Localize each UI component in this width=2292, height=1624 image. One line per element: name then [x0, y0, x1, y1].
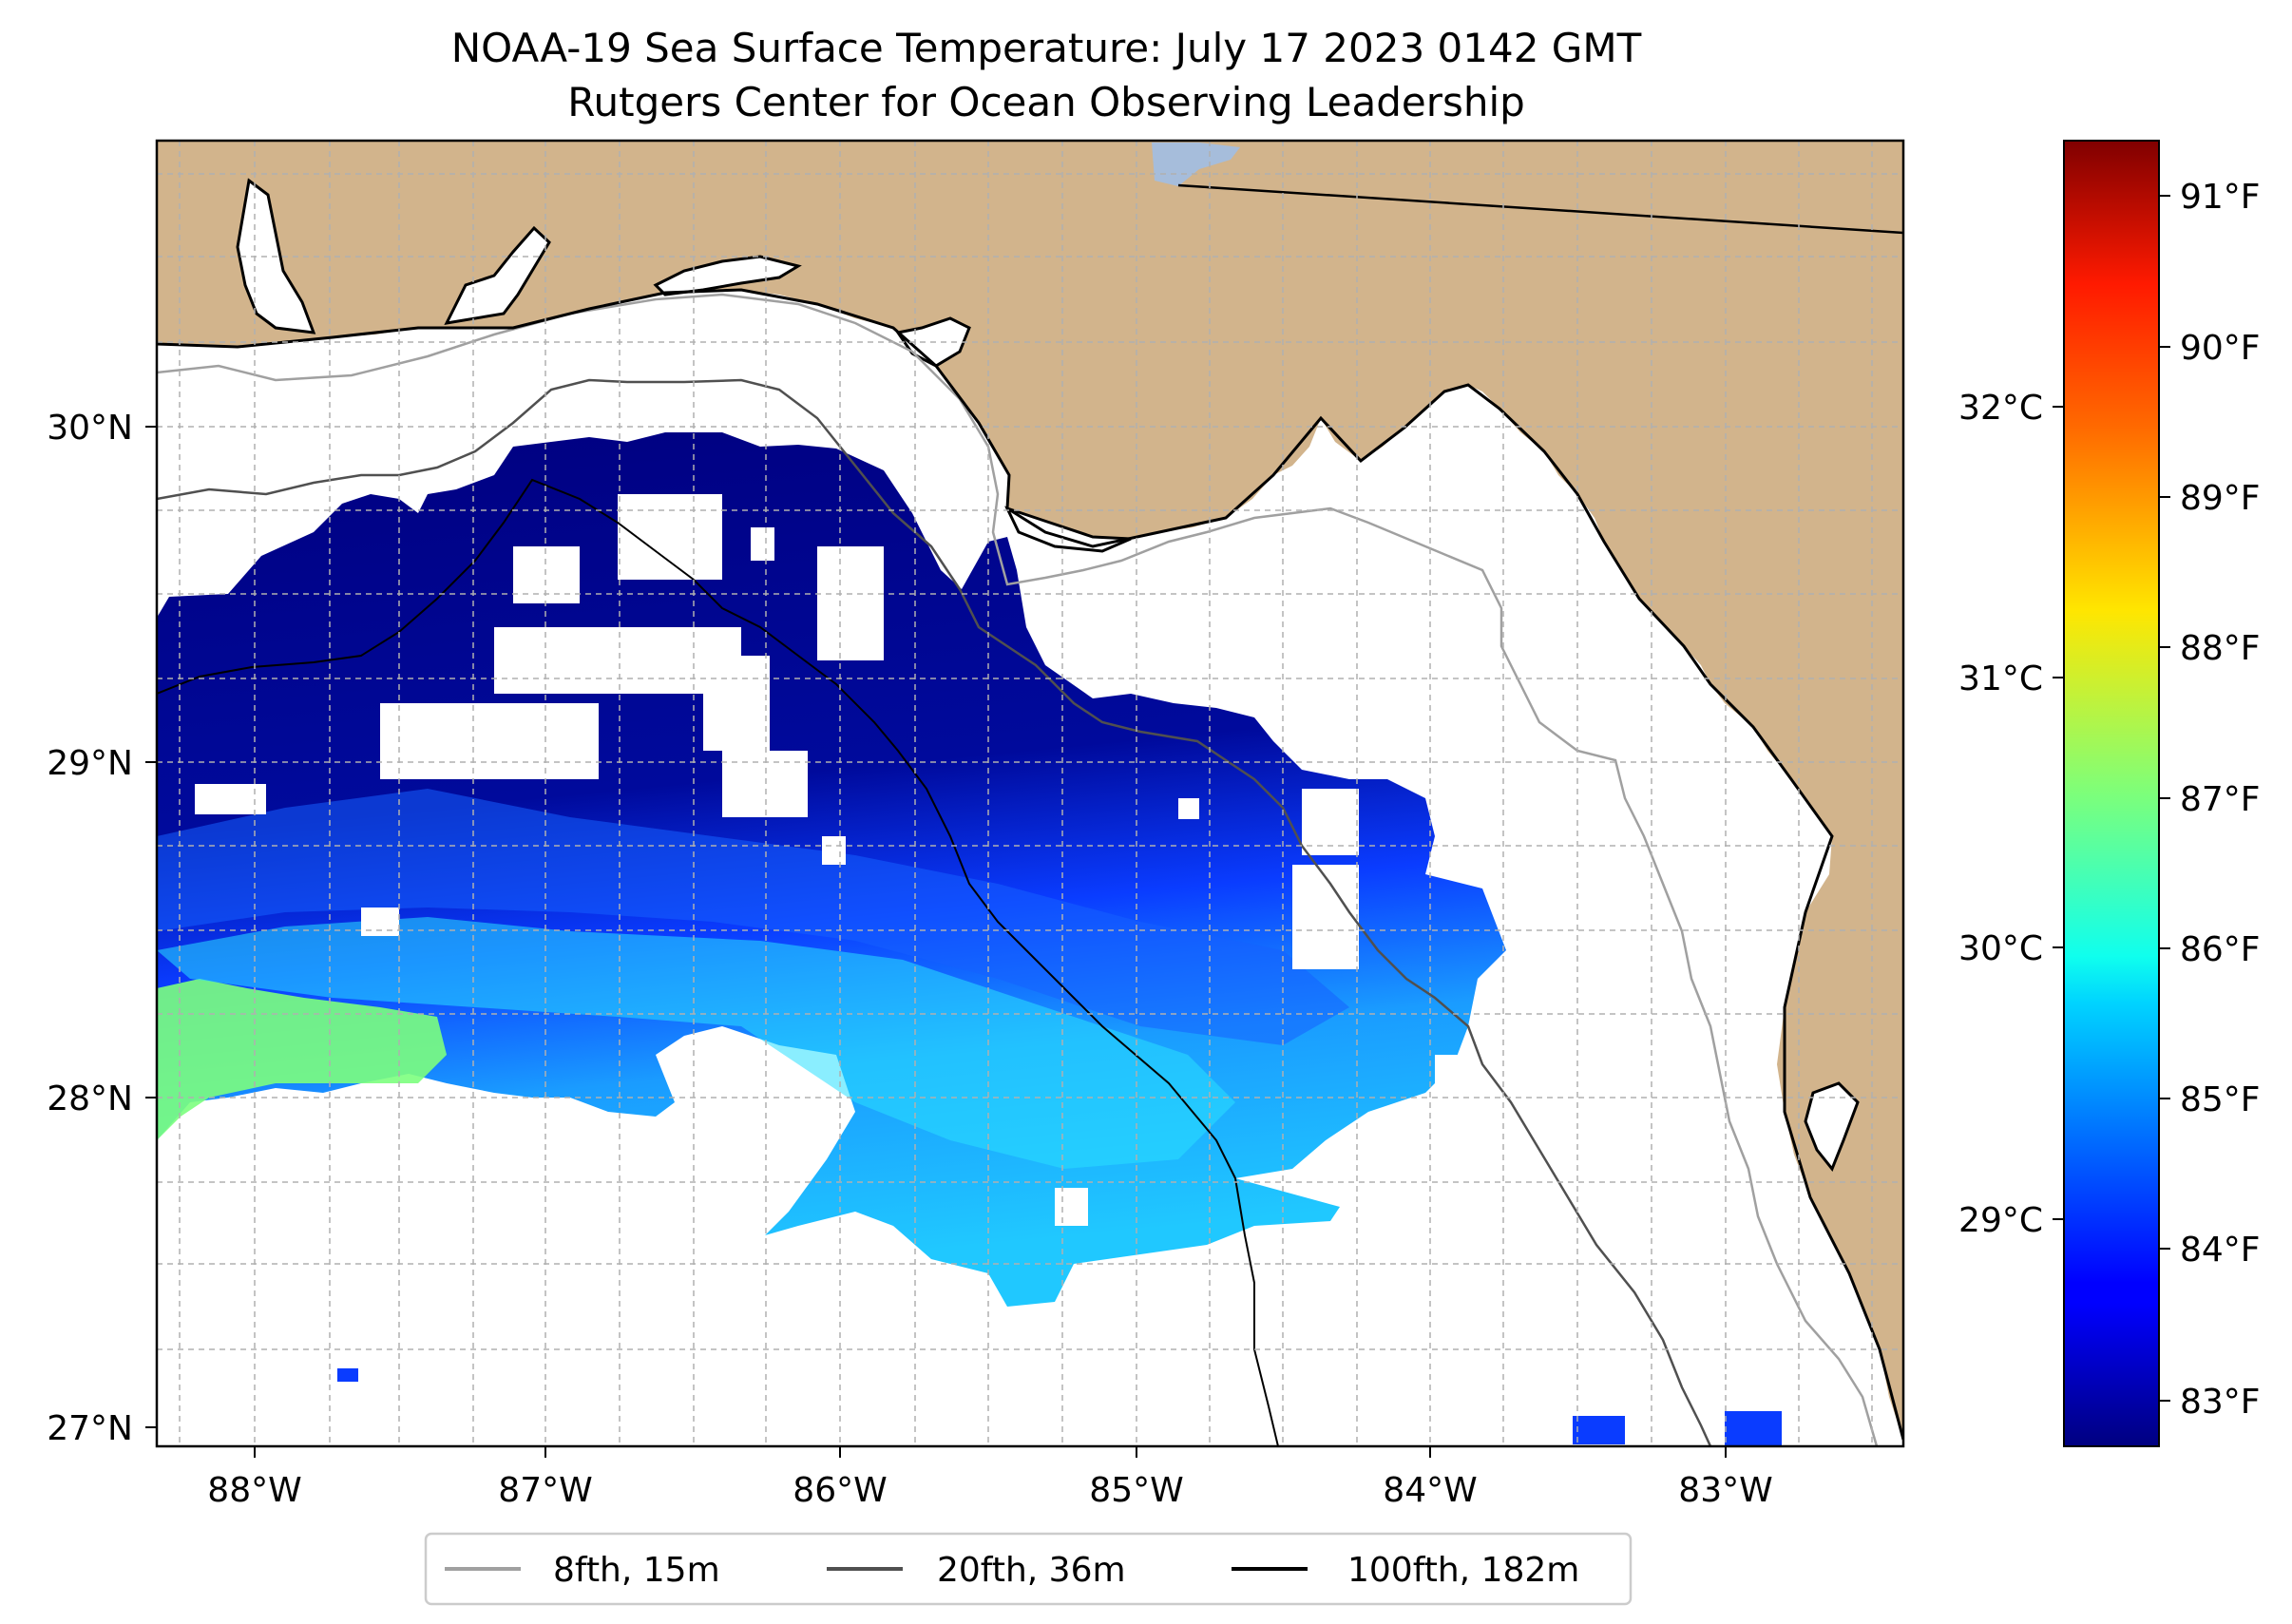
lake-icon — [1152, 143, 1240, 186]
colorbar-gradient — [2063, 140, 2160, 1447]
colorbar-f-label: 87°F — [2180, 780, 2261, 819]
contour-legend: 8fth, 15m 20fth, 36m 100fth, 182m — [424, 1532, 1633, 1606]
contour-8fth — [157, 293, 1879, 1446]
colorbar-f-label: 90°F — [2180, 329, 2261, 368]
bathymetry-contours — [157, 183, 1903, 1446]
x-axis-labels: 88°W 87°W 86°W 85°W 84°W 83°W — [207, 1471, 1772, 1510]
sst-patch-se-1 — [1573, 1416, 1625, 1444]
colorbar-f-label: 89°F — [2180, 479, 2261, 518]
x-tick-label: 84°W — [1383, 1471, 1477, 1510]
colorbar-c-label: 30°C — [1958, 929, 2043, 968]
map-frame — [155, 139, 1905, 1448]
sst-warm-patch — [157, 979, 447, 1140]
contour-100fth — [157, 478, 1279, 1446]
y-tick-label: 27°N — [47, 1409, 133, 1448]
y-axis-labels: 30°N 29°N 28°N 27°N — [47, 409, 133, 1448]
colorbar-f-label: 85°F — [2180, 1080, 2261, 1119]
x-tick-label: 85°W — [1089, 1471, 1183, 1510]
y-tick-label: 29°N — [47, 744, 133, 783]
x-tick-label: 86°W — [793, 1471, 887, 1510]
tampa-bay — [1804, 1081, 1860, 1172]
land-mass — [157, 141, 1903, 1440]
colorbar: 29°C 30°C 31°C 32°C 83°F 84°F 85°F 86°F … — [1958, 140, 2261, 1447]
map-title-line-1: NOAA-19 Sea Surface Temperature: July 17… — [451, 25, 1642, 71]
y-tick-label: 30°N — [47, 409, 133, 448]
x-tick-label: 83°W — [1678, 1471, 1772, 1510]
colorbar-ticks — [2053, 195, 2170, 1402]
sst-patch-se-2 — [1725, 1411, 1782, 1446]
legend-box — [424, 1532, 1633, 1606]
legend-label-100fth: 100fth, 182m — [1347, 1551, 1579, 1590]
grid-lines — [157, 141, 1903, 1446]
state-border — [1177, 183, 1903, 235]
colorbar-c-label: 32°C — [1958, 389, 2043, 428]
colorbar-c-label: 31°C — [1958, 659, 2043, 698]
coastline — [157, 288, 1903, 1441]
colorbar-c-label: 29°C — [1958, 1201, 2043, 1240]
sst-patch-sw — [337, 1368, 358, 1382]
sst-data-field — [157, 432, 1782, 1446]
colorbar-f-label: 84°F — [2180, 1231, 2261, 1270]
sst-mid-band — [157, 789, 1349, 1045]
map-plot-area — [157, 141, 1903, 1446]
colorbar-f-label: 86°F — [2180, 930, 2261, 969]
x-tick-label: 88°W — [207, 1471, 301, 1510]
colorbar-f-label: 88°F — [2180, 629, 2261, 668]
contour-20fth — [157, 378, 1712, 1446]
y-tick-label: 28°N — [47, 1079, 133, 1118]
sst-cyan-band — [157, 917, 1235, 1169]
axis-ticks — [145, 426, 1727, 1458]
apalachicola-bay — [1004, 506, 1132, 553]
pensacola-bay — [444, 225, 551, 325]
legend-label-8fth: 8fth, 15m — [553, 1551, 720, 1590]
map-title-line-2: Rutgers Center for Ocean Observing Leade… — [567, 79, 1525, 125]
x-tick-label: 87°W — [498, 1471, 592, 1510]
colorbar-f-label: 91°F — [2180, 178, 2261, 217]
colorbar-f-label: 83°F — [2180, 1383, 2261, 1422]
legend-label-20fth: 20fth, 36m — [937, 1551, 1126, 1590]
